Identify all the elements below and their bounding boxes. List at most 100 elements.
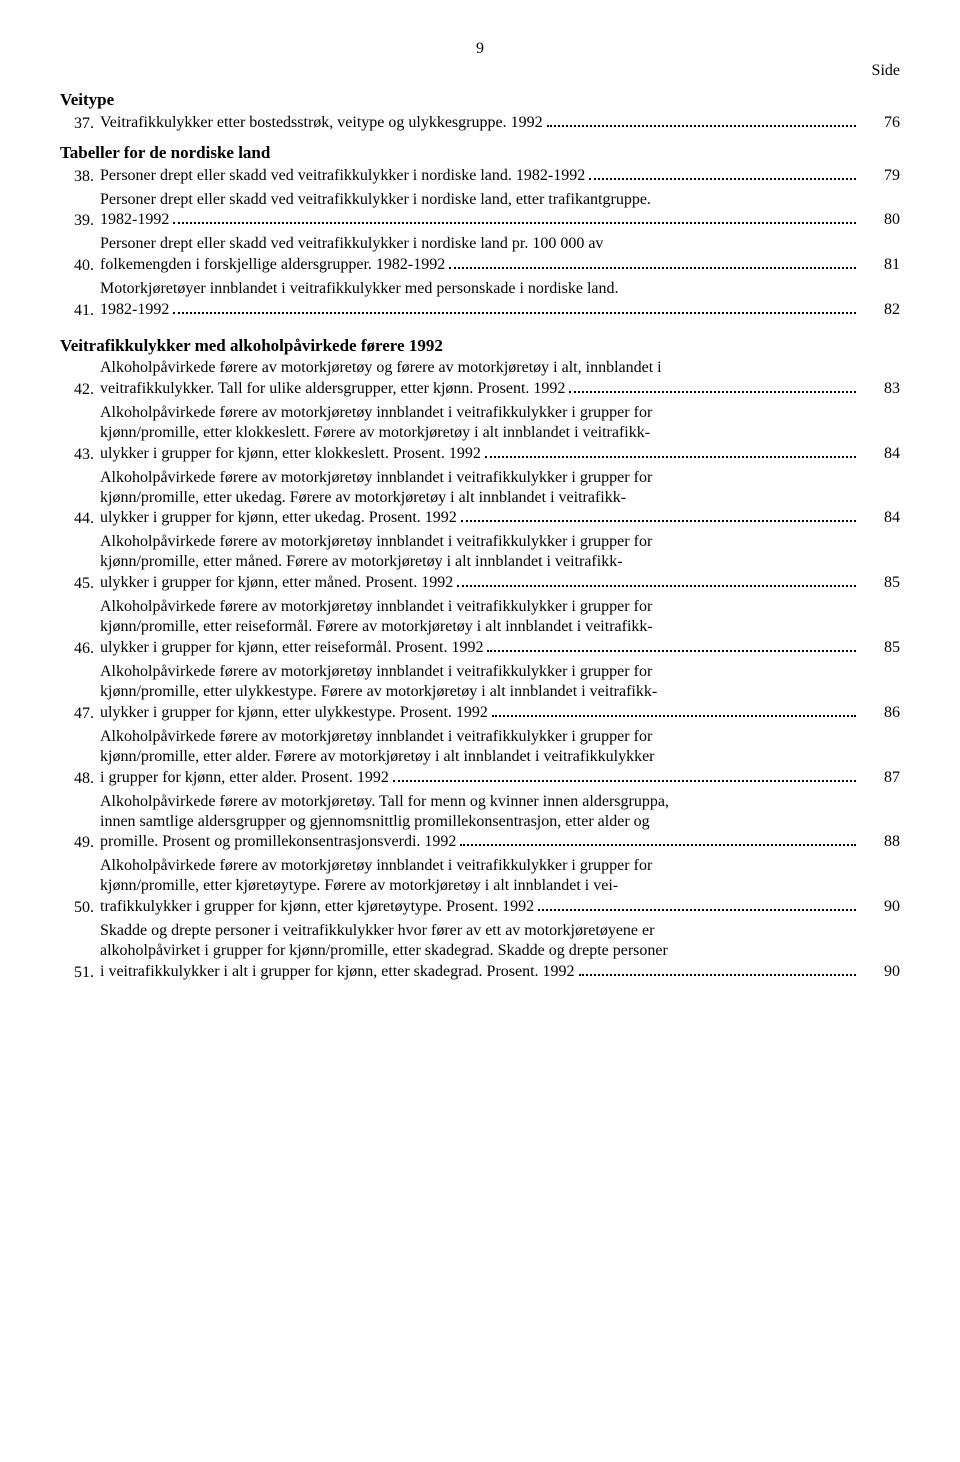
entry-page: 85 — [860, 573, 900, 593]
entry-number: 45. — [60, 575, 100, 593]
entry-body: Alkoholpåvirkede førere av motorkjøretøy… — [100, 468, 900, 529]
leader-dots — [485, 443, 856, 458]
entry-lastline: veitrafikkulykker. Tall for ulike alders… — [100, 378, 900, 399]
leader-dots — [460, 832, 856, 847]
entry-body: Skadde og drepte personer i veitrafikkul… — [100, 921, 900, 982]
leader-dots — [569, 378, 856, 393]
entry-line: kjønn/promille, etter ukedag. Førere av … — [100, 488, 900, 508]
entry-page: 88 — [860, 832, 900, 852]
entry-lastline: Personer drept eller skadd ved veitrafik… — [100, 165, 900, 186]
entry-line: kjønn/promille, etter ulykkestype. Fører… — [100, 682, 900, 702]
entry-text: promille. Prosent og promillekonsentrasj… — [100, 832, 456, 852]
entry-page: 79 — [860, 166, 900, 186]
entry-lastline: ulykker i grupper for kjønn, etter måned… — [100, 572, 900, 593]
entry-lastline: i veitrafikkulykker i alt i grupper for … — [100, 961, 900, 982]
leader-dots — [393, 767, 856, 782]
entry-body: Alkoholpåvirkede førere av motorkjøretøy… — [100, 403, 900, 464]
entry-page: 84 — [860, 508, 900, 528]
entry-line: innen samtlige aldersgrupper og gjennoms… — [100, 812, 900, 832]
entry-page: 86 — [860, 703, 900, 723]
entry-line: kjønn/promille, etter alder. Førere av m… — [100, 747, 900, 767]
entry-number: 42. — [60, 381, 100, 399]
entry-page: 90 — [860, 897, 900, 917]
toc-entry: 39.Personer drept eller skadd ved veitra… — [60, 190, 900, 231]
entry-line: Personer drept eller skadd ved veitrafik… — [100, 234, 900, 254]
entry-line: Skadde og drepte personer i veitrafikkul… — [100, 921, 900, 941]
entry-page: 85 — [860, 638, 900, 658]
entry-line: Alkoholpåvirkede førere av motorkjøretøy… — [100, 597, 900, 617]
entry-body: Veitrafikkulykker etter bostedsstrøk, ve… — [100, 112, 900, 133]
entry-body: Alkoholpåvirkede førere av motorkjøretøy… — [100, 727, 900, 788]
toc-entry: 50. Alkoholpåvirkede førere av motorkjøre… — [60, 856, 900, 917]
entry-lastline: ulykker i grupper for kjønn, etter reise… — [100, 637, 900, 658]
entry-body: Alkoholpåvirkede førere av motorkjøretøy… — [100, 792, 900, 853]
entry-body: Personer drept eller skadd ved veitrafik… — [100, 190, 900, 231]
entry-text: trafikkulykker i grupper for kjønn, ette… — [100, 897, 534, 917]
entry-line: kjønn/promille, etter kjøretøytype. Føre… — [100, 876, 900, 896]
entry-line: Alkoholpåvirkede førere av motorkjøretøy… — [100, 856, 900, 876]
entry-number: 38. — [60, 168, 100, 186]
side-label: Side — [60, 62, 900, 80]
entry-lastline: ulykker i grupper for kjønn, etter klokk… — [100, 443, 900, 464]
entry-body: Personer drept eller skadd ved veitrafik… — [100, 234, 900, 275]
entry-text: i veitrafikkulykker i alt i grupper for … — [100, 962, 575, 982]
entry-lastline: i grupper for kjønn, etter alder. Prosen… — [100, 767, 900, 788]
toc-entry: 45. Alkoholpåvirkede førere av motorkjøre… — [60, 532, 900, 593]
entry-text: veitrafikkulykker. Tall for ulike alders… — [100, 379, 565, 399]
entry-text: 1982-1992 — [100, 300, 169, 320]
entry-line: Alkoholpåvirkede førere av motorkjøretøy… — [100, 662, 900, 682]
entry-number: 43. — [60, 446, 100, 464]
section-heading-veitype: Veitype — [60, 90, 900, 110]
leader-dots — [492, 702, 856, 717]
entry-lastline: promille. Prosent og promillekonsentrasj… — [100, 832, 900, 853]
entry-body: Alkoholpåvirkede førere av motorkjøretøy… — [100, 662, 900, 723]
entry-number: 51. — [60, 964, 100, 982]
toc-entry: 49.Alkoholpåvirkede førere av motorkjøre… — [60, 792, 900, 853]
section-heading-alkohol: Veitrafikkulykker med alkoholpåvirkede f… — [60, 336, 900, 356]
entry-text: Personer drept eller skadd ved veitrafik… — [100, 166, 585, 186]
entry-number: 46. — [60, 640, 100, 658]
toc-entry: 48. Alkoholpåvirkede førere av motorkjøre… — [60, 727, 900, 788]
entry-line: kjønn/promille, etter måned. Førere av m… — [100, 552, 900, 572]
entry-number: 50. — [60, 899, 100, 917]
entry-page: 80 — [860, 210, 900, 230]
section-nordiske: 38.Personer drept eller skadd ved veitra… — [60, 165, 900, 320]
toc-entry: 37.Veitrafikkulykker etter bostedsstrøk,… — [60, 112, 900, 133]
leader-dots — [173, 210, 856, 225]
entry-number: 48. — [60, 770, 100, 788]
leader-dots — [579, 961, 856, 976]
entry-line: alkoholpåvirket i grupper for kjønn/prom… — [100, 941, 900, 961]
toc-entry: 38.Personer drept eller skadd ved veitra… — [60, 165, 900, 186]
entry-number: 44. — [60, 510, 100, 528]
entry-body: Alkoholpåvirkede førere av motorkjøretøy… — [100, 856, 900, 917]
entry-text: ulykker i grupper for kjønn, etter ulykk… — [100, 703, 488, 723]
entry-text: ulykker i grupper for kjønn, etter ukeda… — [100, 508, 457, 528]
toc-entry: 46. Alkoholpåvirkede førere av motorkjøre… — [60, 597, 900, 658]
entry-text: ulykker i grupper for kjønn, etter reise… — [100, 638, 483, 658]
entry-line: Alkoholpåvirkede førere av motorkjøretøy… — [100, 403, 900, 423]
entry-body: Alkoholpåvirkede førere av motorkjøretøy… — [100, 597, 900, 658]
entry-number: 39. — [60, 212, 100, 230]
entry-lastline: 1982-199280 — [100, 210, 900, 231]
entry-page: 83 — [860, 379, 900, 399]
entry-line: Alkoholpåvirkede førere av motorkjøretøy… — [100, 358, 900, 378]
toc-entry: 43. Alkoholpåvirkede førere av motorkjøre… — [60, 403, 900, 464]
entry-number: 41. — [60, 302, 100, 320]
entry-page: 87 — [860, 768, 900, 788]
entry-number: 49. — [60, 834, 100, 852]
entry-body: Alkoholpåvirkede førere av motorkjøretøy… — [100, 358, 900, 399]
entry-text: i grupper for kjønn, etter alder. Prosen… — [100, 768, 389, 788]
entry-line: Alkoholpåvirkede førere av motorkjøretøy… — [100, 532, 900, 552]
leader-dots — [589, 165, 856, 180]
entry-text: ulykker i grupper for kjønn, etter klokk… — [100, 444, 481, 464]
entry-body: Motorkjøretøyer innblandet i veitrafikku… — [100, 279, 900, 320]
entry-line: Alkoholpåvirkede førere av motorkjøretøy… — [100, 727, 900, 747]
section-alkohol: 42.Alkoholpåvirkede førere av motorkjøre… — [60, 358, 900, 982]
toc-entry: 51. Skadde og drepte personer i veitrafik… — [60, 921, 900, 982]
entry-body: Alkoholpåvirkede førere av motorkjøretøy… — [100, 532, 900, 593]
leader-dots — [173, 299, 856, 314]
entry-number: 47. — [60, 705, 100, 723]
entry-page: 76 — [860, 113, 900, 133]
entry-page: 84 — [860, 444, 900, 464]
toc-entry: 44.Alkoholpåvirkede førere av motorkjøre… — [60, 468, 900, 529]
